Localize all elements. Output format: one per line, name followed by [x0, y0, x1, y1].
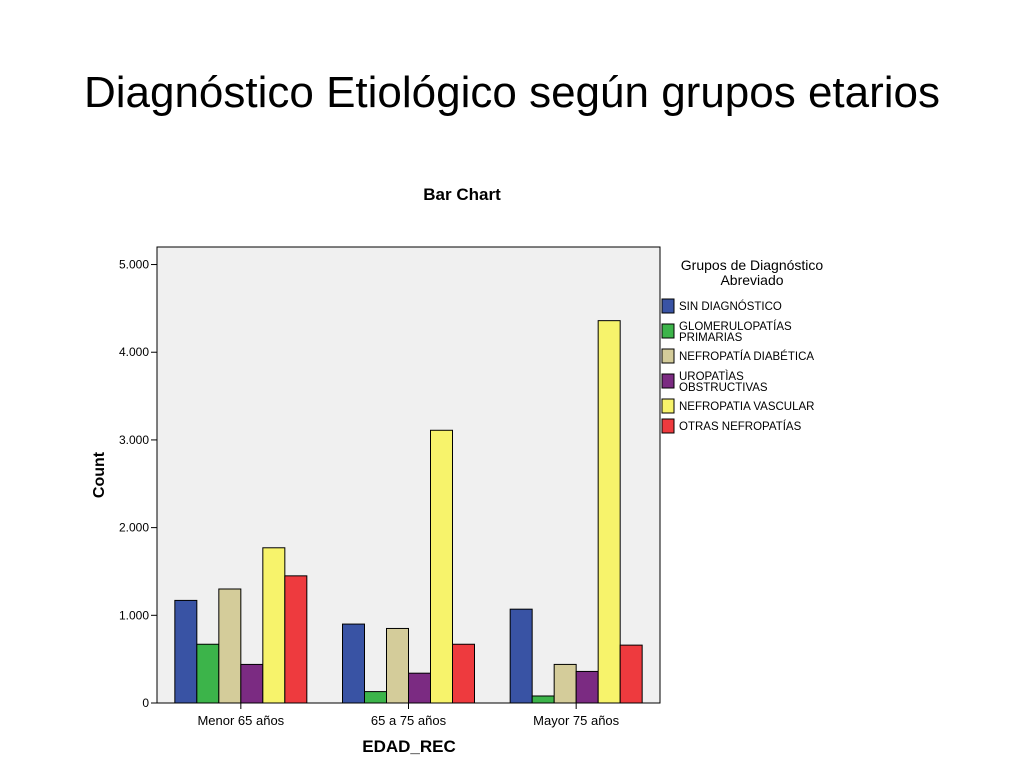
- y-tick-label: 1.000: [119, 608, 149, 622]
- legend-title: Grupos de Diagnóstico: [681, 257, 824, 273]
- x-tick-label: Mayor 75 años: [533, 713, 619, 728]
- legend-label: PRIMARIAS: [679, 332, 743, 344]
- bar: [342, 623, 365, 704]
- legend-swatch: [661, 373, 675, 389]
- legend-swatch: [661, 398, 675, 414]
- y-tick-label: 4.000: [119, 345, 149, 359]
- bar: [174, 599, 198, 704]
- x-axis: Menor 65 años 65 a 75 años Mayor 75 años: [197, 703, 620, 728]
- y-axis: 0 1.000 2.000 3.000 4.000 5.000: [119, 258, 157, 710]
- bars: [174, 320, 643, 704]
- bar: [452, 643, 475, 704]
- bar: [597, 320, 621, 704]
- bar: [575, 670, 599, 704]
- bar: [531, 695, 555, 704]
- legend-label: GLOMERULOPATÍAS: [679, 320, 792, 333]
- legend-label: OBSTRUCTIVAS: [679, 382, 768, 394]
- y-tick-label: 0: [142, 696, 149, 710]
- legend-label: NEFROPATIA VASCULAR: [679, 401, 814, 413]
- bar: [218, 588, 242, 704]
- bar: [386, 627, 409, 704]
- bar: [553, 663, 577, 704]
- legend-swatch: [661, 298, 675, 314]
- legend-swatch: [661, 348, 675, 364]
- legend-label: UROPATÌAS: [679, 370, 744, 383]
- bar: [240, 663, 264, 704]
- legend-label: OTRAS NEFROPATÍAS: [679, 420, 802, 433]
- y-tick-label: 2.000: [119, 521, 149, 535]
- bar: [364, 691, 387, 704]
- bar: [262, 547, 286, 704]
- legend-swatch: [661, 418, 675, 434]
- x-tick-label: 65 a 75 años: [371, 713, 447, 728]
- y-axis-label: Count: [91, 451, 108, 498]
- legend-label: NEFROPATÍA DIABÉTICA: [679, 350, 814, 363]
- legend-swatch: [661, 323, 675, 339]
- x-tick-label: Menor 65 años: [197, 713, 284, 728]
- bar: [408, 672, 431, 704]
- bar: [509, 608, 533, 704]
- y-tick-label: 3.000: [119, 433, 149, 447]
- bar: [196, 643, 220, 704]
- chart-title: Bar Chart: [423, 185, 501, 204]
- bar: [619, 644, 643, 704]
- bar: [284, 575, 308, 704]
- x-axis-label: EDAD_REC: [362, 737, 456, 756]
- slide-title: Diagnóstico Etiológico según grupos etar…: [83, 68, 941, 117]
- bar: [430, 429, 453, 704]
- legend-title: Abreviado: [720, 272, 783, 288]
- y-tick-label: 5.000: [119, 258, 149, 272]
- legend-label: SIN DIAGNÓSTICO: [679, 300, 782, 313]
